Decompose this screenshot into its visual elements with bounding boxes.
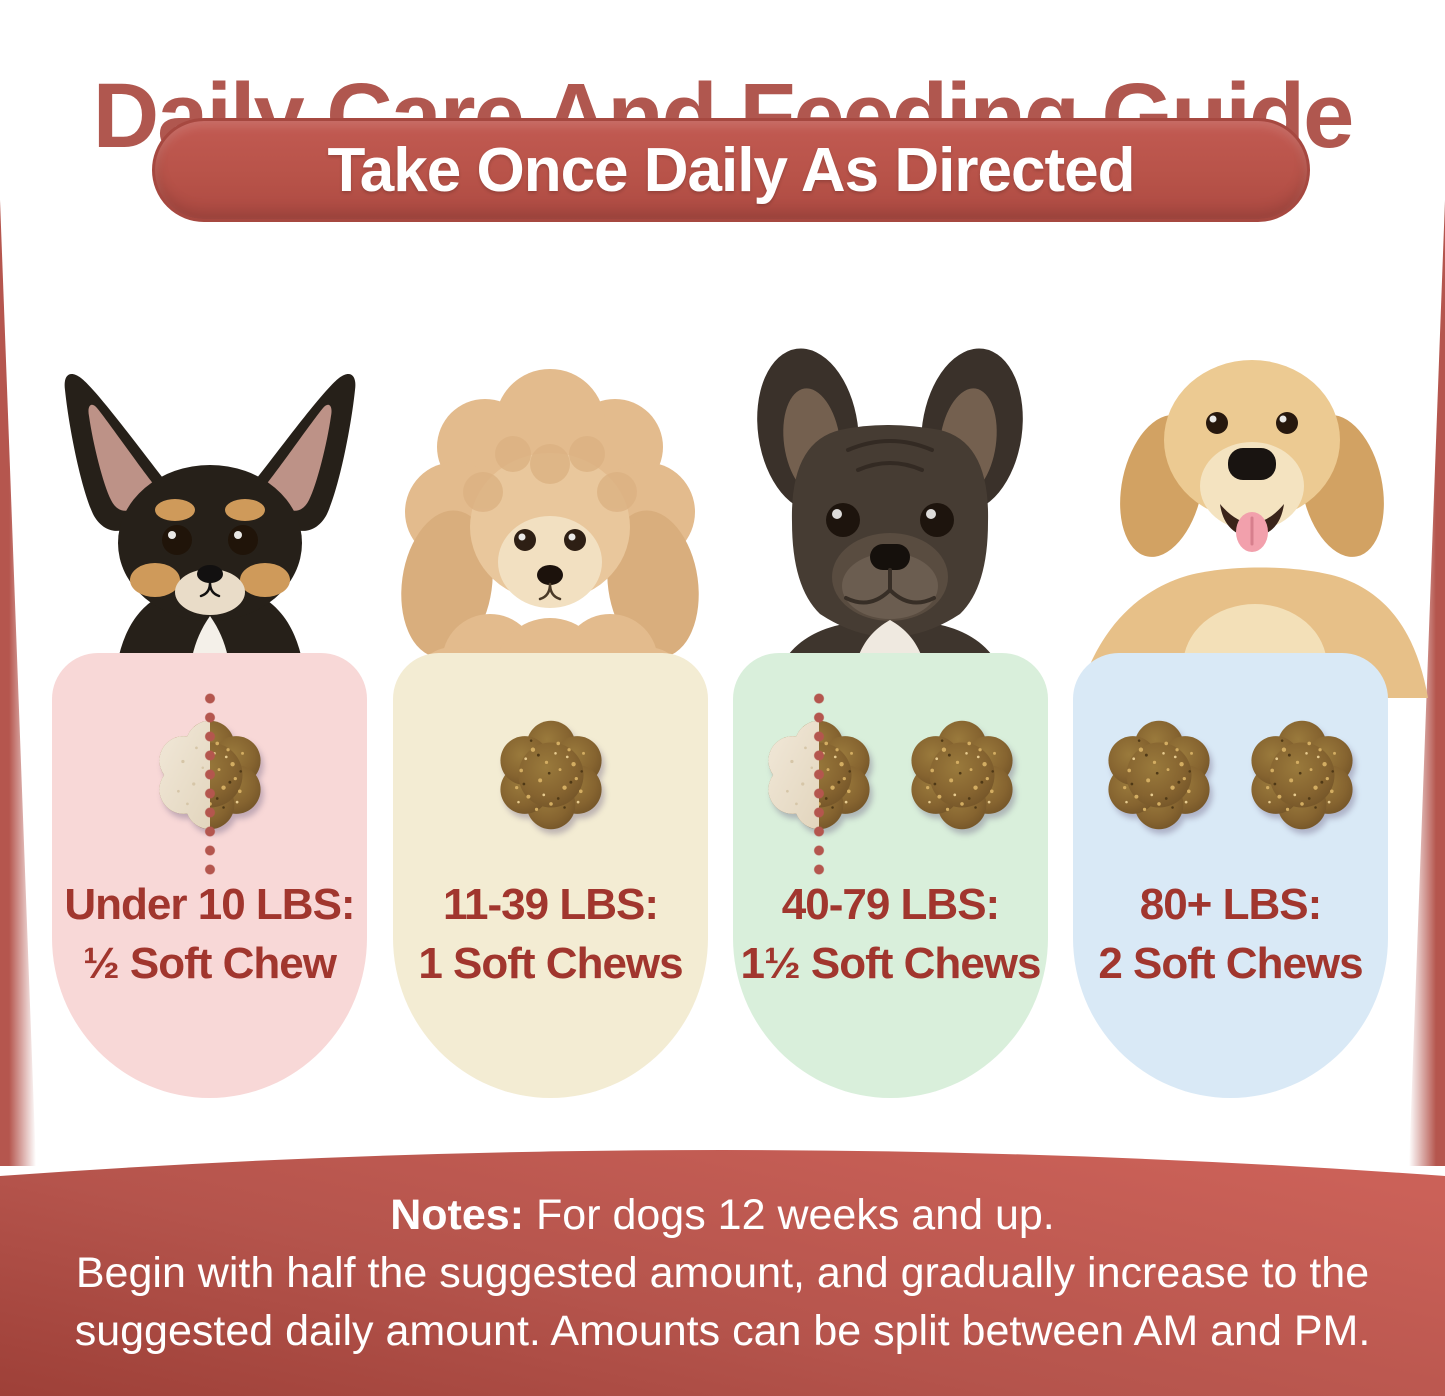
chew-icons bbox=[52, 689, 367, 879]
dog-photo-golden-retriever bbox=[1070, 308, 1432, 698]
notes-line-1: Notes: For dogs 12 weeks and up. bbox=[390, 1191, 1055, 1239]
dosage-card-80plus-lbs: 80+ LBS: 2 Soft Chews bbox=[1073, 653, 1388, 1098]
notes-label: Notes: bbox=[390, 1191, 525, 1239]
dosage-banner: Take Once Daily As Directed bbox=[152, 118, 1310, 222]
dose-amount-label: 1 Soft Chews bbox=[418, 939, 683, 988]
dose-amount-label: 1½ Soft Chews bbox=[740, 939, 1042, 988]
notes-footer: Notes: For dogs 12 weeks and up. Begin wi… bbox=[0, 1140, 1445, 1396]
half-divider-dotted-line bbox=[203, 689, 216, 879]
notes-line-3: suggested daily amount. Amounts can be s… bbox=[74, 1307, 1371, 1355]
dosage-card-under-10lbs: Under 10 LBS: ½ Soft Chew bbox=[52, 653, 367, 1098]
chew-icons bbox=[733, 689, 1048, 879]
dose-amount-label: ½ Soft Chew bbox=[82, 939, 337, 988]
full-soft-chew-icon bbox=[1103, 719, 1215, 831]
full-soft-chew-icon bbox=[906, 719, 1018, 831]
full-soft-chew-icon bbox=[495, 719, 607, 831]
weight-range-label: 80+ LBS: bbox=[1139, 880, 1323, 929]
feeding-notes: Notes: For dogs 12 weeks and up. Begin wi… bbox=[0, 1186, 1445, 1360]
dog-photo-chihuahua bbox=[55, 368, 365, 698]
dosage-banner-label: Take Once Daily As Directed bbox=[327, 135, 1136, 205]
weight-range-label: 11-39 LBS: bbox=[443, 880, 659, 929]
notes-line-2: Begin with half the suggested amount, an… bbox=[75, 1249, 1370, 1297]
chew-icons bbox=[393, 719, 708, 831]
full-soft-chew-icon bbox=[1246, 719, 1358, 831]
dosage-card-11-39lbs: 11-39 LBS: 1 Soft Chews bbox=[393, 653, 708, 1098]
half-divider-dotted-line bbox=[813, 689, 825, 879]
footer-curve-background bbox=[0, 1150, 1445, 1396]
dog-photo-french-bulldog bbox=[730, 322, 1050, 692]
weight-range-label: 40-79 LBS: bbox=[781, 880, 1000, 929]
dog-photo-poodle bbox=[395, 362, 705, 692]
weight-range-label: Under 10 LBS: bbox=[64, 880, 355, 929]
chew-icons bbox=[1073, 719, 1388, 831]
left-edge-vignette bbox=[0, 200, 36, 1166]
dose-amount-label: 2 Soft Chews bbox=[1098, 939, 1363, 988]
dosage-card-40-79lbs: 40-79 LBS: 1½ Soft Chews bbox=[733, 653, 1048, 1098]
